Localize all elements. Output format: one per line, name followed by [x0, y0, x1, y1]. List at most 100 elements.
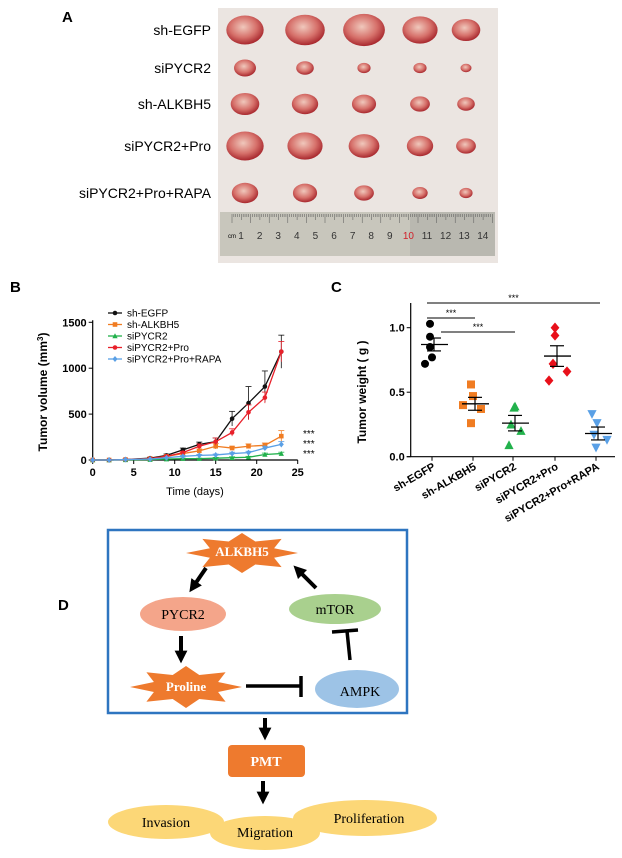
data-point: [550, 322, 560, 333]
x-tick-label: 0: [90, 467, 96, 479]
data-point: [229, 430, 235, 435]
data-point: [426, 332, 434, 341]
group-siPYCR2+Pro: [544, 322, 572, 386]
data-point: [477, 404, 485, 413]
proline-label: Proline: [166, 679, 206, 694]
tumor: [406, 135, 434, 157]
tumor: [291, 93, 319, 115]
tumor: [285, 14, 325, 46]
tumor: [410, 96, 430, 112]
y-tick-label: 500: [68, 409, 86, 421]
significance-stars: ***: [446, 308, 457, 318]
data-point: [262, 451, 268, 457]
data-point: [229, 445, 235, 451]
data-point: [180, 450, 186, 455]
data-point: [544, 375, 554, 386]
inhibit-ampk-mtor: [331, 628, 359, 661]
tumor: [296, 61, 314, 75]
data-point: [421, 359, 429, 368]
pathway-box: [106, 528, 409, 715]
data-point: [213, 451, 219, 458]
data-point: [550, 330, 560, 341]
y-tick-label: 1000: [62, 363, 86, 375]
tumor: [413, 62, 427, 74]
ruler-number: 8: [368, 231, 374, 242]
migration-label: Migration: [237, 826, 293, 841]
panel-label-a: A: [62, 9, 73, 26]
significance-stars: ***: [508, 293, 519, 303]
tumor: [412, 187, 428, 199]
pmt-label: PMT: [250, 755, 282, 770]
series-sh-ALKBH5: [90, 430, 285, 463]
data-point: [197, 443, 202, 449]
series-line: [92, 351, 282, 461]
data-point: [602, 435, 612, 445]
pycr2-label: PYCR2: [161, 608, 205, 623]
invasion-label: Invasion: [142, 816, 190, 831]
alkbh5-node: [186, 533, 298, 573]
group-siPYCR2: [502, 401, 529, 450]
data-point: [246, 443, 251, 449]
series-line: [92, 351, 282, 461]
data-point: [229, 454, 235, 461]
data-point: [163, 454, 170, 461]
row-label: siPYCR2+Pro: [124, 138, 211, 154]
data-point: [278, 441, 284, 448]
data-point: [229, 416, 235, 421]
data-point: [106, 457, 112, 463]
ampk-node: [315, 670, 399, 708]
ruler-number: 2: [257, 231, 263, 242]
tumor: [354, 185, 374, 201]
legend-label: sh-EGFP: [127, 309, 168, 320]
data-point: [122, 456, 129, 463]
legend-label: sh-ALKBH5: [127, 320, 180, 331]
data-point: [90, 457, 96, 463]
panel-label-c: C: [331, 279, 342, 296]
panel-label-b: B: [10, 279, 21, 296]
ruler-number: 6: [331, 231, 337, 242]
data-point: [459, 401, 467, 410]
data-point: [246, 409, 251, 415]
proline-node: [130, 666, 242, 708]
tumor-weight-chart: 0.00.51.0sh-EGFPsh-ALKBH5siPYCR2siPYCR2+…: [389, 293, 615, 525]
tumor: [402, 16, 438, 44]
row-label: siPYCR2: [154, 60, 211, 76]
data-point: [504, 440, 514, 450]
data-point: [213, 439, 218, 444]
series-siPYCR2+Pro: [90, 341, 285, 463]
tumor: [287, 132, 323, 160]
data-point: [426, 319, 434, 328]
ruler-number: 1: [238, 231, 244, 242]
x-axis-label-b: Time (days): [166, 486, 224, 498]
data-point: [428, 353, 436, 362]
tumor: [451, 18, 481, 42]
legend-label: siPYCR2+Pro+RAPA: [127, 355, 222, 366]
ruler-number: 12: [440, 231, 452, 242]
ruler-number: 4: [294, 231, 300, 242]
data-point: [278, 450, 284, 456]
data-point: [467, 380, 475, 389]
mtor-label: mTOR: [316, 603, 355, 618]
data-point: [147, 456, 153, 463]
proliferation-node: [293, 800, 437, 836]
proliferation-label: Proliferation: [334, 812, 405, 827]
data-point: [591, 443, 601, 453]
tumor: [226, 15, 264, 45]
invasion-node: [108, 805, 224, 839]
legend-label: siPYCR2: [127, 332, 168, 343]
tumor: [234, 59, 256, 77]
panel-label-d: D: [58, 597, 69, 614]
tumor-photo: cm 1 2 3 4 5 6 7 8 9 10 11 12 13 14: [218, 8, 498, 263]
tumor: [231, 182, 259, 204]
row-labels: sh-EGFP siPYCR2 sh-ALKBH5 siPYCR2+Pro siPYCR…: [79, 22, 212, 201]
legend-marker: [112, 356, 118, 362]
tumor: [456, 138, 476, 154]
ruler-number: 9: [387, 231, 393, 242]
tumor: [348, 134, 380, 158]
ruler-number: 14: [477, 231, 489, 242]
y-axis-label-b: Tumor volume (mm3): [36, 333, 50, 452]
series-siPYCR2+Pro+RAPA: [90, 441, 285, 463]
y-tick-label: 0.0: [389, 452, 404, 464]
x-tick-label: 25: [292, 467, 304, 479]
